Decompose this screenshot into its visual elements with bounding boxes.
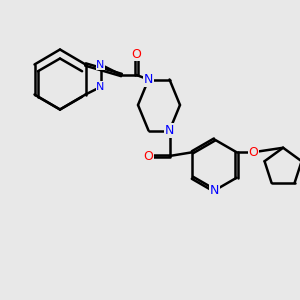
Text: O: O xyxy=(132,47,141,61)
Text: N: N xyxy=(96,82,105,92)
Text: N: N xyxy=(144,73,153,86)
Text: O: O xyxy=(144,149,153,163)
Text: N: N xyxy=(96,59,105,70)
Text: N: N xyxy=(210,184,219,197)
Text: O: O xyxy=(248,146,258,159)
Text: N: N xyxy=(165,124,174,137)
